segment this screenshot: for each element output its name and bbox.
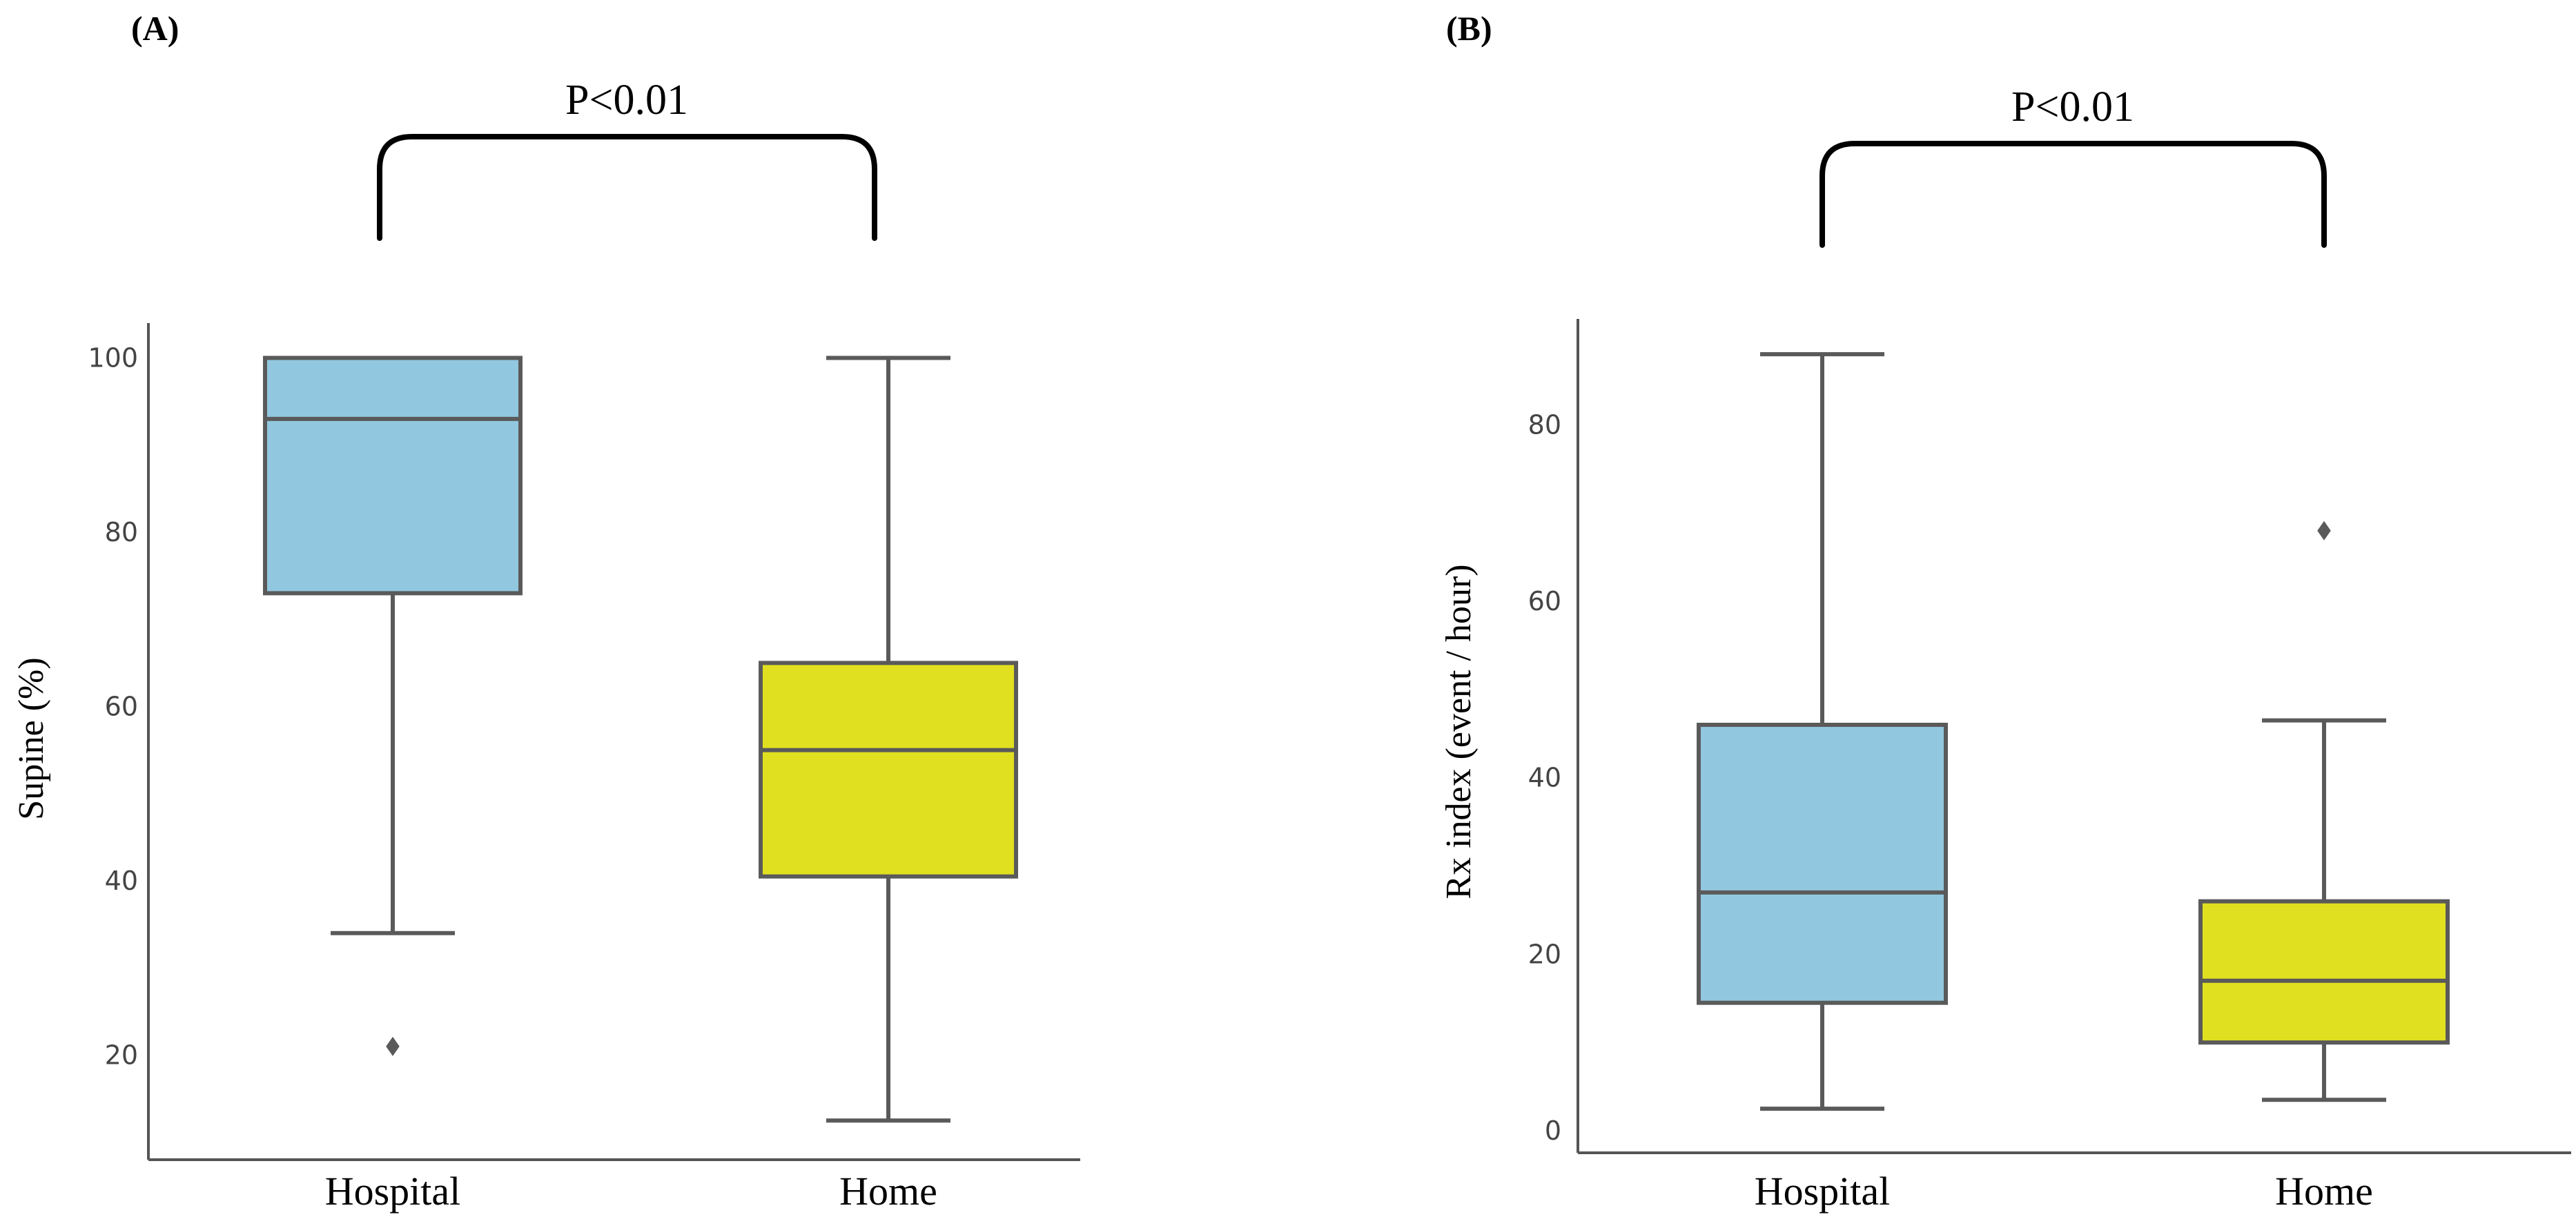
y-tick-label: 20 bbox=[105, 1040, 138, 1071]
x-categories-a: Hospital Home bbox=[325, 1169, 937, 1214]
panel-a-chart: (A) P<0.01 Supine (%) 20 40 60 80 100 Hospit… bbox=[12, 9, 1080, 1214]
y-tick-label: 20 bbox=[1528, 939, 1561, 969]
p-value-a: P<0.01 bbox=[565, 77, 688, 124]
panel-b-label: (B) bbox=[1446, 9, 1492, 48]
x-categories-b: Hospital Home bbox=[1755, 1169, 2373, 1214]
outlier-point bbox=[2317, 520, 2331, 541]
y-axis-label-b: Rx index (event / hour) bbox=[1439, 564, 1479, 899]
x-tick-label-hospital: Hospital bbox=[325, 1169, 461, 1214]
box-home bbox=[2198, 520, 2450, 1102]
p-value-b: P<0.01 bbox=[2011, 84, 2134, 130]
y-tick-label: 0 bbox=[1545, 1116, 1561, 1146]
y-tick-label: 80 bbox=[105, 517, 138, 547]
y-tick-label: 40 bbox=[1528, 763, 1561, 793]
box-hospital bbox=[263, 356, 523, 1056]
significance-bracket-a bbox=[377, 134, 877, 241]
box-hospital bbox=[1697, 352, 1948, 1111]
y-axis-label-a: Supine (%) bbox=[12, 657, 51, 819]
y-tick-label: 80 bbox=[1528, 409, 1561, 440]
iqr-box bbox=[759, 661, 1018, 879]
y-tick-label: 60 bbox=[1528, 586, 1561, 616]
iqr-box bbox=[263, 356, 523, 596]
x-tick-label-hospital: Hospital bbox=[1755, 1169, 1891, 1214]
boxes-b bbox=[1697, 352, 2450, 1111]
y-tick-label: 100 bbox=[88, 343, 138, 373]
iqr-box bbox=[1697, 723, 1948, 1005]
x-tick-label-home: Home bbox=[839, 1169, 937, 1214]
y-tick-label: 60 bbox=[105, 692, 138, 722]
y-tick-label: 40 bbox=[105, 866, 138, 896]
iqr-box bbox=[2198, 899, 2450, 1045]
panel-b-chart: (B) P<0.01 Rx index (event / hour) 0 20 40… bbox=[1439, 9, 2571, 1214]
outlier-point bbox=[386, 1036, 400, 1056]
panel-a-label: (A) bbox=[131, 9, 179, 48]
y-ticks-a: 20 40 60 80 100 bbox=[88, 343, 138, 1071]
significance-bracket-b bbox=[1819, 141, 2327, 248]
x-tick-label-home: Home bbox=[2275, 1169, 2373, 1214]
box-home bbox=[759, 356, 1018, 1123]
y-ticks-b: 0 20 40 60 80 bbox=[1528, 409, 1561, 1146]
boxes-a bbox=[263, 356, 1018, 1123]
